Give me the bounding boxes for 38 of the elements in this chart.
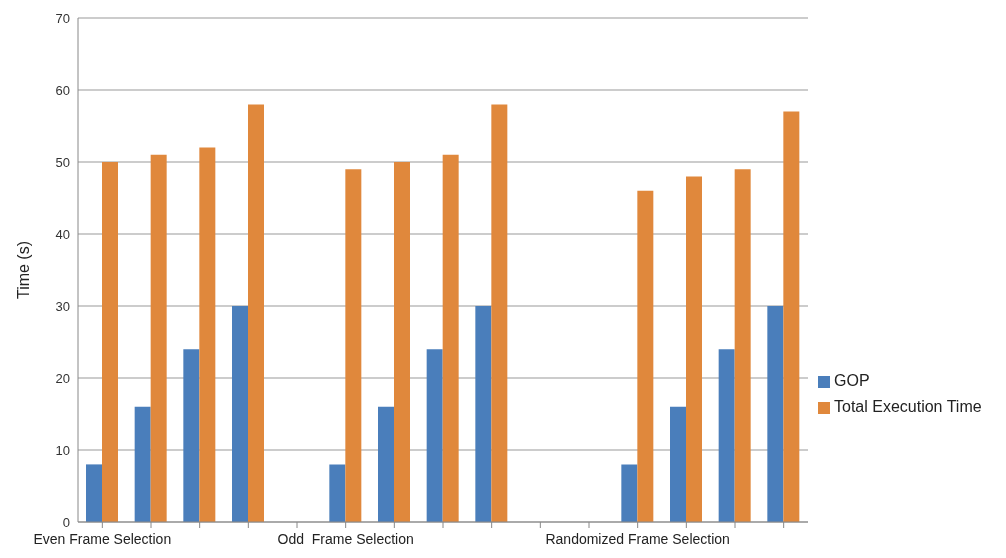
- bar: [621, 464, 638, 522]
- legend-label: GOP: [834, 372, 870, 389]
- bar: [86, 464, 102, 522]
- y-tick-label: 10: [55, 442, 70, 458]
- bar: [491, 104, 508, 522]
- y-tick-label: 60: [55, 82, 70, 98]
- bar: [767, 306, 784, 522]
- bar: [183, 349, 200, 522]
- bar: [248, 104, 264, 522]
- bar: [783, 111, 800, 522]
- legend-label: Total Execution Time: [834, 398, 982, 415]
- bar: [426, 349, 443, 522]
- y-tick-label: 20: [55, 370, 70, 386]
- bar: [475, 306, 492, 522]
- bar: [686, 176, 702, 522]
- bar: [734, 169, 751, 522]
- bar: [670, 406, 686, 522]
- bar: [637, 190, 654, 522]
- x-tick-label: Odd Frame Selection: [277, 531, 414, 547]
- bar: [134, 406, 151, 522]
- bar: [394, 162, 410, 522]
- y-tick-label: 0: [62, 514, 70, 530]
- y-tick-label: 40: [55, 226, 70, 242]
- bar: [199, 147, 216, 522]
- bar: [150, 154, 167, 522]
- x-tick-label: Even Frame Selection: [33, 531, 172, 547]
- bar: [442, 154, 459, 522]
- bar: [718, 349, 735, 522]
- bar: [232, 306, 248, 522]
- bar: [345, 169, 362, 522]
- bar: [102, 162, 118, 522]
- y-tick-label: 70: [55, 10, 70, 26]
- y-tick-label: 50: [55, 154, 70, 170]
- y-tick-label: 30: [55, 298, 70, 314]
- bar: [378, 406, 394, 522]
- y-axis-title: Time (s): [14, 240, 32, 300]
- x-tick-label: Randomized Frame Selection: [545, 531, 730, 547]
- bar: [329, 464, 346, 522]
